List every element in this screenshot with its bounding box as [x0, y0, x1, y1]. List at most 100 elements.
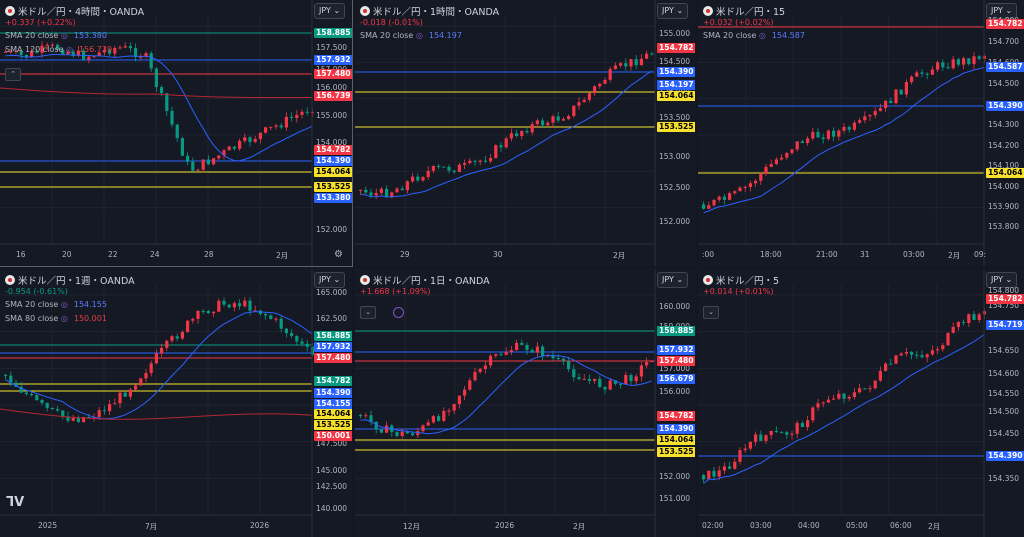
candle-body [118, 47, 122, 49]
jp-flag-icon [703, 275, 713, 285]
candle-body [769, 430, 773, 436]
candle-body [113, 403, 117, 405]
symbol-title[interactable]: 米ドル／円・1日・OANDA [360, 273, 490, 287]
price-tick: 154.550 [988, 389, 1020, 398]
price-tick: 154.800 [988, 286, 1020, 295]
eye-icon[interactable]: ◎ [58, 300, 68, 309]
candle-body [165, 93, 169, 111]
candle-body [733, 191, 737, 194]
sma20-line [5, 53, 313, 162]
indicator-legend[interactable]: SMA 20 close ◎ 153.380 [5, 31, 107, 40]
candles-canvas[interactable] [698, 269, 1024, 537]
collapse-legend-button[interactable]: ⌄ [703, 306, 719, 319]
currency-select[interactable]: JPY ⌄ [657, 3, 689, 19]
candle-body [123, 46, 127, 48]
currency-select[interactable]: JPY ⌄ [314, 3, 346, 19]
chart-panel-3[interactable]: 米ドル／円・15 +0.032 (+0.02%) SMA 20 close ◎ 154… [698, 0, 1024, 266]
symbol-title[interactable]: 米ドル／円・1時間・OANDA [360, 4, 499, 18]
candle-body [97, 410, 101, 417]
candle-body [852, 122, 856, 130]
collapse-legend-button[interactable]: ⌄ [360, 306, 376, 319]
candle-body [634, 376, 638, 382]
candle-body [40, 400, 44, 403]
chart-panel-6[interactable]: 米ドル／円・5 +0.014 (+0.01%) ⌄ JPY ⌄ 154.800 154.7… [698, 269, 1024, 537]
indicator-legend[interactable]: SMA 20 close ◎ 154.155 [5, 300, 107, 309]
candle-body [541, 346, 545, 357]
candle-body [269, 126, 273, 128]
candle-body [437, 416, 441, 421]
candle-body [603, 387, 607, 390]
candle-body [447, 410, 451, 412]
candle-body [463, 389, 467, 396]
candle-body [930, 350, 934, 355]
candle-body [598, 378, 602, 388]
eye-icon[interactable]: ◎ [756, 31, 766, 40]
indicator-value: 154.197 [428, 31, 462, 40]
price-tick: 155.000 [316, 111, 348, 120]
candles-canvas[interactable] [698, 0, 1024, 266]
candle-body [858, 120, 862, 123]
candles-canvas[interactable] [0, 269, 352, 537]
candle-body [50, 407, 54, 410]
candle-body [483, 160, 487, 162]
chart-panel-1[interactable]: 米ドル／円・4時間・OANDA +0.337 (+0.22%) SMA 20 clo… [0, 0, 353, 267]
candle-body [369, 192, 373, 196]
candle-body [232, 303, 236, 308]
candle-body [967, 58, 971, 65]
currency-select[interactable]: JPY ⌄ [986, 3, 1018, 19]
price-tag: 153.525 [314, 182, 352, 192]
candles-canvas[interactable] [0, 0, 352, 266]
indicator-label: SMA 20 close [360, 31, 414, 40]
candle-body [525, 130, 529, 133]
candle-body [222, 150, 226, 156]
indicator-legend[interactable]: SMA 20 close ◎ 154.197 [360, 31, 462, 40]
symbol-title[interactable]: 米ドル／円・1週・OANDA [5, 273, 135, 287]
currency-select[interactable]: JPY ⌄ [314, 272, 346, 288]
currency-select[interactable]: JPY ⌄ [657, 272, 689, 288]
price-tick: 154.750 [988, 301, 1020, 310]
settings-gear-icon[interactable]: ⚙ [334, 249, 343, 260]
candle-body [889, 363, 893, 365]
candle-body [941, 62, 945, 68]
candles-canvas[interactable] [355, 0, 695, 266]
price-tick: 162.500 [316, 314, 348, 323]
eye-icon[interactable]: ◎ [58, 314, 68, 323]
candles-canvas[interactable] [355, 269, 695, 537]
eye-icon[interactable]: ◎ [58, 31, 68, 40]
eye-icon[interactable]: ◎ [63, 45, 73, 54]
candle-body [416, 431, 420, 436]
candle-body [613, 380, 617, 384]
price-tick: 154.500 [988, 407, 1020, 416]
candle-body [738, 450, 742, 462]
candle-body [19, 386, 23, 393]
indicator-eye-icon[interactable] [393, 307, 404, 318]
price-tag: 150.001 [314, 431, 352, 441]
candle-body [421, 425, 425, 432]
candle-body [806, 138, 810, 143]
candle-body [258, 132, 262, 139]
candle-body [139, 56, 143, 58]
time-tick: :00 [702, 250, 715, 259]
indicator-legend[interactable]: SMA 80 close ◎ 150.001 [5, 314, 107, 323]
chart-panel-4[interactable]: 米ドル／円・1週・OANDA -0.954 (-0.61%) SMA 20 clos… [0, 269, 352, 537]
indicator-legend[interactable]: SMA 120 close ◎ 156.739 [5, 45, 112, 54]
chart-panel-5[interactable]: 米ドル／円・1日・OANDA +1.668 (+1.09%) ⌄ JPY ⌄ 160.0… [355, 269, 695, 537]
candle-body [431, 416, 435, 423]
price-tag: 154.782 [314, 145, 352, 155]
sma-long-line [0, 87, 313, 99]
candle-body [884, 363, 888, 371]
collapse-legend-button[interactable]: ⌃ [5, 68, 21, 81]
currency-select[interactable]: JPY ⌄ [986, 272, 1018, 288]
symbol-title[interactable]: 米ドル／円・15 [703, 4, 785, 18]
candle-body [780, 432, 784, 434]
chart-panel-2[interactable]: 米ドル／円・1時間・OANDA -0.018 (-0.01%) SMA 20 clo… [355, 0, 695, 266]
candle-body [24, 54, 28, 57]
indicator-legend[interactable]: SMA 20 close ◎ 154.587 [703, 31, 805, 40]
time-tick: 2026 [250, 521, 270, 530]
candle-body [967, 314, 971, 323]
jp-flag-icon [360, 275, 370, 285]
symbol-title[interactable]: 米ドル／円・5 [703, 273, 779, 287]
eye-icon[interactable]: ◎ [413, 31, 423, 40]
symbol-title[interactable]: 米ドル／円・4時間・OANDA [5, 4, 144, 18]
